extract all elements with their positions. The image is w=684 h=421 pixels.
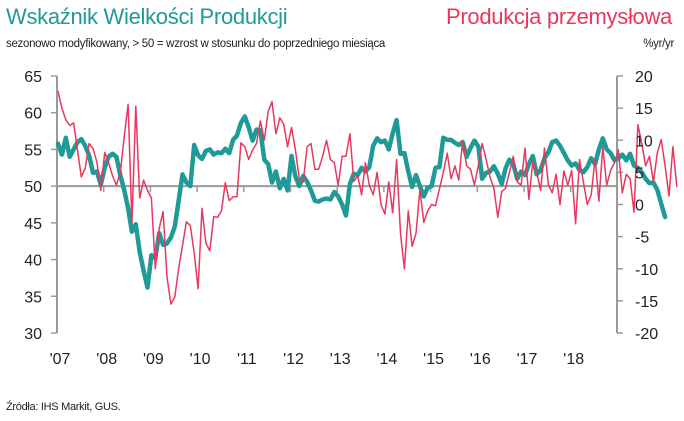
left-axis-tick-label: 55 [24,142,42,159]
x-axis-tick-label: '15 [423,351,444,368]
title-industrial-production: Produkcja przemysłowa [445,4,672,29]
series-group [55,90,678,305]
x-axis-tick-label: '13 [330,351,351,368]
left-axis-tick-label: 30 [24,326,42,343]
right-axis-tick-label: 20 [635,69,653,86]
x-axis-tick-label: '16 [470,351,491,368]
left-axis-tick-label: 60 [24,106,42,123]
x-axis-tick-label: '14 [376,351,397,368]
x-axis-tick-label: '18 [563,351,584,368]
axes [51,75,623,334]
right-axis-tick-label: -10 [635,262,658,279]
x-axis-tick-label: '17 [517,351,538,368]
right-axis-tick-label: -15 [635,294,658,311]
left-axis-tick-label: 40 [24,253,42,270]
x-axis-tick-label: '08 [96,351,117,368]
x-axis-tick-label: '12 [283,351,304,368]
source-note: Źródła: IHS Markit, GUS. [6,401,121,413]
x-axis-tick-label: '09 [143,351,164,368]
series-line-industrial-production [57,90,678,305]
left-axis-tick-label: 65 [24,69,42,86]
x-axis-tick-label: '07 [50,351,71,368]
x-axis-tick-label: '10 [190,351,211,368]
x-axis-tick-label: '11 [237,351,257,368]
right-axis-tick-label: -20 [635,326,658,343]
left-axis-tick-label: 35 [24,289,42,306]
subtitle-left-axis: sezonowo modyfikowany, > 50 = wzrost w s… [6,38,385,50]
right-axis-tick-label: 10 [635,133,653,150]
subtitle-right-axis: %yr/yr [643,38,674,50]
title-pmi: Wskaźnik Wielkości Produkcji [6,4,288,29]
right-axis-tick-label: -5 [635,230,649,247]
right-axis-tick-label: 15 [635,101,653,118]
right-axis-tick-label: 0 [635,198,644,215]
tick-labels: 30 35 40 45 50 55 60 65 -20 -15 -10 -5 0 5 10 15 20 '07 '0… [24,69,658,368]
left-axis-tick-label: 50 [24,179,42,196]
right-axis-tick-label: 5 [635,165,644,182]
left-axis-tick-label: 45 [24,216,42,233]
